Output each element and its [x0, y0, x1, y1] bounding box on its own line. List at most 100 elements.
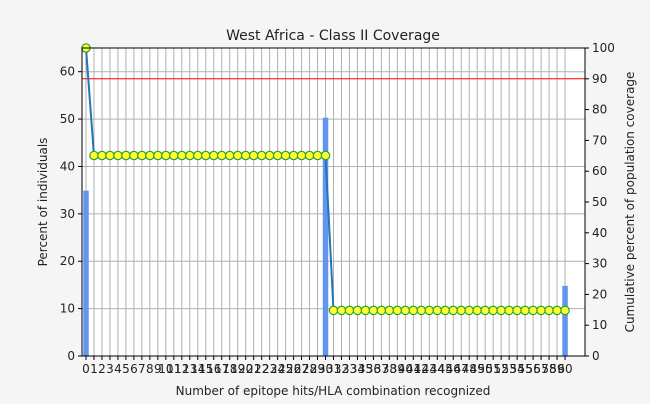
- cumulative-marker: [105, 150, 115, 161]
- x-tick-label: 9: [154, 362, 162, 376]
- y-tick-label: 30: [60, 207, 75, 221]
- x-tick-label: 15: [198, 362, 213, 376]
- x-tick-label: 43: [422, 362, 437, 376]
- y2-tick-label: 0: [592, 349, 600, 363]
- bar-series: [83, 117, 568, 356]
- cumulative-marker: [288, 150, 299, 161]
- y2-axis-label: Cumulative percent of population coverag…: [623, 72, 637, 333]
- x-tick-label: 46: [446, 362, 461, 376]
- x-tick-label: 20: [238, 362, 253, 376]
- cumulative-marker: [408, 305, 419, 316]
- x-tick-label: 25: [278, 362, 293, 376]
- y-tick-label: 20: [60, 254, 75, 268]
- cumulative-marker: [240, 150, 251, 161]
- x-tick-label: 54: [509, 362, 524, 376]
- cumulative-marker: [544, 305, 554, 316]
- y2-tick-label: 100: [592, 41, 615, 55]
- x-tick-label: 30: [318, 362, 333, 376]
- cumulative-marker: [264, 150, 275, 161]
- x-tick-label: 14: [190, 362, 205, 376]
- x-tick-label: 12: [174, 362, 189, 376]
- x-tick-label: 21: [246, 362, 261, 376]
- cumulative-marker: [312, 150, 323, 161]
- x-tick-label: 4: [114, 362, 122, 376]
- cumulative-marker: [512, 305, 522, 316]
- x-tick-label: 1: [90, 362, 98, 376]
- x-tick-label: 13: [182, 362, 197, 376]
- cumulative-marker: [216, 150, 227, 161]
- cumulative-marker: [448, 305, 459, 316]
- cumulative-marker: [392, 305, 403, 316]
- cumulative-marker: [208, 150, 219, 161]
- cumulative-marker: [153, 150, 163, 161]
- x-tick-label: 22: [254, 362, 269, 376]
- y2-tick-label: 70: [592, 133, 607, 147]
- cumulative-marker: [344, 305, 355, 316]
- cumulative-marker: [360, 305, 371, 316]
- cumulative-marker: [296, 150, 307, 161]
- cumulative-marker: [400, 305, 411, 316]
- x-tick-label: 51: [486, 362, 501, 376]
- y2-tick-label: 90: [592, 72, 607, 86]
- cumulative-marker: [336, 305, 347, 316]
- x-tick-label: 3: [106, 362, 114, 376]
- x-tick-label: 60: [557, 362, 572, 376]
- x-axis-label: Number of epitope hits/HLA combination r…: [176, 384, 491, 398]
- x-tick-label: 38: [382, 362, 397, 376]
- cumulative-marker: [352, 305, 363, 316]
- x-tick-label: 39: [390, 362, 405, 376]
- cumulative-marker: [520, 305, 530, 316]
- x-tick-label: 8: [146, 362, 154, 376]
- x-tick-label: 40: [398, 362, 413, 376]
- y-tick-label: 0: [67, 349, 75, 363]
- y2-tick-label: 30: [592, 257, 607, 271]
- cumulative-marker: [192, 150, 203, 161]
- x-tick-label: 19: [230, 362, 245, 376]
- cumulative-marker: [272, 150, 283, 161]
- cumulative-marker: [169, 150, 179, 161]
- x-tick-label: 33: [342, 362, 357, 376]
- cumulative-marker: [145, 150, 155, 161]
- x-tick-label: 41: [406, 362, 421, 376]
- x-tick-label: 58: [541, 362, 556, 376]
- x-tick-label: 10: [158, 362, 173, 376]
- cumulative-marker: [177, 150, 187, 161]
- cumulative-marker: [328, 305, 339, 316]
- cumulative-marker: [320, 150, 331, 161]
- x-tick-label: 47: [454, 362, 469, 376]
- x-tick-label: 55: [517, 362, 532, 376]
- x-tick-label: 57: [533, 362, 548, 376]
- x-tick-label: 28: [302, 362, 317, 376]
- cumulative-marker: [480, 305, 490, 316]
- x-tick-label: 35: [358, 362, 373, 376]
- cumulative-marker: [97, 150, 107, 161]
- x-tick-label: 29: [310, 362, 325, 376]
- axis-ticks: 0 1 2 3 4 5 6 7 8 9101112131415161718192021222324…: [60, 41, 615, 376]
- cumulative-marker: [200, 150, 211, 161]
- y-tick-label: 50: [60, 112, 75, 126]
- y-axis-label: Percent of individuals: [36, 138, 50, 267]
- cumulative-marker: [496, 305, 506, 316]
- x-tick-label: 7: [138, 362, 146, 376]
- cumulative-markers: [81, 43, 570, 316]
- cumulative-marker: [504, 305, 514, 316]
- x-tick-label: 49: [470, 362, 485, 376]
- cumulative-marker: [416, 305, 427, 316]
- x-tick-label: 53: [502, 362, 517, 376]
- y2-tick-label: 40: [592, 226, 607, 240]
- cumulative-marker: [129, 150, 139, 161]
- x-tick-label: 31: [326, 362, 341, 376]
- cumulative-marker: [137, 150, 147, 161]
- cumulative-marker: [224, 150, 235, 161]
- x-tick-label: 36: [366, 362, 381, 376]
- y2-tick-label: 10: [592, 318, 607, 332]
- cumulative-marker: [89, 150, 99, 161]
- bar: [562, 285, 568, 356]
- bar: [83, 190, 89, 356]
- cumulative-marker: [256, 150, 267, 161]
- y-tick-label: 60: [60, 65, 75, 79]
- cumulative-marker: [161, 150, 171, 161]
- x-tick-label: 2: [98, 362, 106, 376]
